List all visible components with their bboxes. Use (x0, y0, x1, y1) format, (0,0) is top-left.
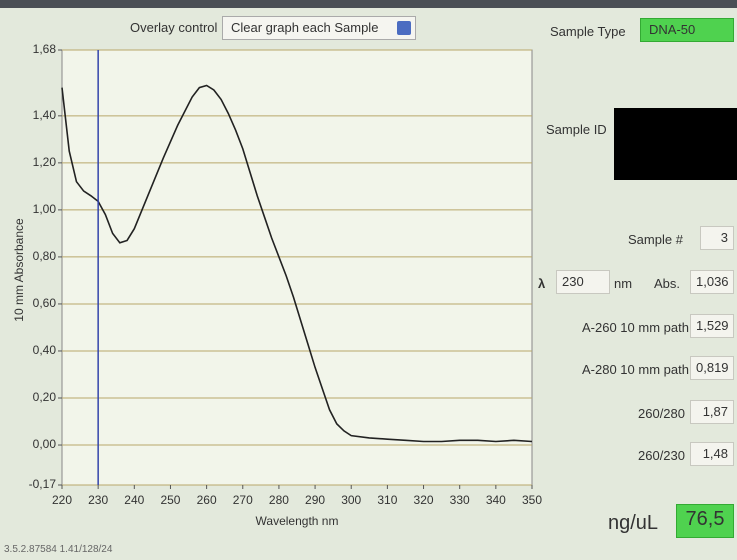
x-tick-label: 220 (52, 493, 72, 507)
dropdown-arrow[interactable] (397, 21, 411, 35)
x-tick-label: 340 (486, 493, 506, 507)
y-tick-label: 0,00 (33, 437, 57, 451)
y-axis-label: 10 mm Absorbance (12, 218, 26, 322)
x-tick-label: 330 (450, 493, 470, 507)
sample-id-label: Sample ID (546, 122, 607, 137)
overlay-value: Clear graph each Sample (231, 20, 378, 35)
abs-value: 1,036 (690, 270, 734, 294)
footer: 3.5.2.87584 1.41/128/24 (4, 544, 112, 555)
overlay-label: Overlay control (130, 20, 217, 35)
x-tick-label: 300 (341, 493, 361, 507)
a280-value: 0,819 (690, 356, 734, 380)
x-tick-label: 260 (197, 493, 217, 507)
y-tick-label: 0,20 (33, 390, 57, 404)
y-tick-label: 1,00 (33, 202, 57, 216)
x-tick-label: 310 (377, 493, 397, 507)
ratio-260-280-label: 260/280 (638, 406, 685, 421)
x-tick-label: 250 (160, 493, 180, 507)
y-tick-label: 1,20 (33, 155, 57, 169)
sample-num-label: Sample # (628, 232, 683, 247)
ratio-260-280: 1,87 (690, 400, 734, 424)
lambda-symbol: λ (538, 276, 545, 291)
lambda-unit: nm (614, 276, 632, 291)
overlay-select[interactable]: Clear graph each Sample (222, 16, 416, 40)
a260-value: 1,529 (690, 314, 734, 338)
conc-label: ng/uL (608, 512, 658, 535)
sample-id-field[interactable] (614, 108, 737, 180)
sample-type-label: Sample Type (550, 24, 626, 39)
a280-label: A-280 10 mm path (582, 362, 689, 377)
a260-label: A-260 10 mm path (582, 320, 689, 335)
y-tick-label: 1,40 (33, 108, 57, 122)
sample-type-select[interactable]: DNA-50 (640, 18, 734, 42)
x-axis-label: Wavelength nm (256, 514, 339, 528)
app: 10 mm Absorbance Wavelength nm -0,17 0,00… (0, 0, 737, 560)
abs-label: Abs. (654, 276, 680, 291)
x-tick-label: 280 (269, 493, 289, 507)
y-tick-label: 0,40 (33, 343, 57, 357)
x-tick-label: 270 (233, 493, 253, 507)
y-tick-label: 1,68 (33, 42, 57, 56)
x-tick-label: 240 (124, 493, 144, 507)
plot-area (62, 50, 532, 485)
y-tick-label: 0,60 (33, 296, 57, 310)
sample-num: 3 (700, 226, 734, 250)
x-tick-label: 350 (522, 493, 542, 507)
y-tick-label: -0,17 (29, 477, 57, 491)
x-tick-label: 230 (88, 493, 108, 507)
ratio-260-230-label: 260/230 (638, 448, 685, 463)
y-tick-label: 0,80 (33, 249, 57, 263)
lambda-input[interactable]: 230 (556, 270, 610, 294)
ratio-260-230: 1,48 (690, 442, 734, 466)
x-tick-label: 320 (414, 493, 434, 507)
conc-value: 76,5 (676, 504, 734, 538)
x-tick-label: 290 (305, 493, 325, 507)
sample-type-value: DNA-50 (649, 22, 695, 37)
